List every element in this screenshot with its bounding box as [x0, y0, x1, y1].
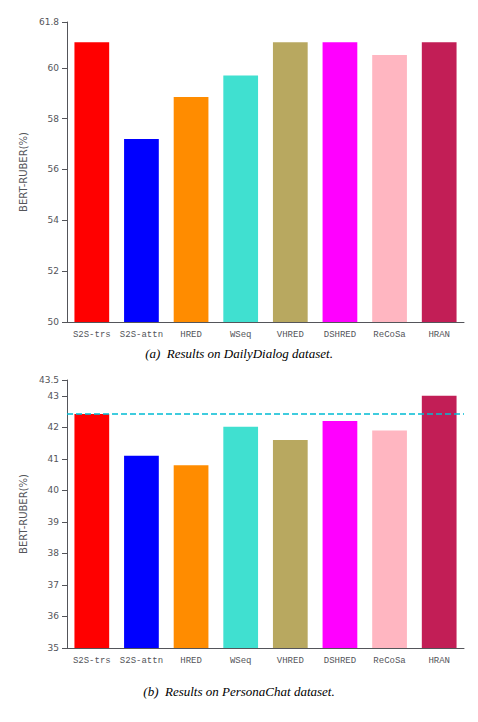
- svg-text:HRED: HRED: [180, 330, 202, 340]
- svg-text:HRAN: HRAN: [428, 656, 450, 666]
- svg-text:S2S-trs: S2S-trs: [73, 330, 111, 340]
- svg-text:BERT-RUBER(%): BERT-RUBER(%): [18, 132, 29, 212]
- svg-text:39: 39: [48, 517, 60, 527]
- svg-text:S2S-attn: S2S-attn: [120, 656, 163, 666]
- svg-text:HRAN: HRAN: [428, 330, 450, 340]
- svg-text:40: 40: [48, 485, 60, 495]
- svg-text:WSeq: WSeq: [230, 656, 252, 666]
- svg-text:37: 37: [48, 580, 59, 590]
- svg-text:41: 41: [48, 454, 59, 464]
- svg-text:DSHRED: DSHRED: [324, 656, 356, 666]
- svg-text:36: 36: [48, 611, 60, 621]
- svg-text:43: 43: [48, 391, 59, 401]
- svg-text:S2S-trs: S2S-trs: [73, 656, 111, 666]
- svg-text:DSHRED: DSHRED: [324, 330, 356, 340]
- svg-text:60: 60: [48, 63, 60, 73]
- svg-text:HRED: HRED: [180, 656, 202, 666]
- svg-text:56: 56: [48, 164, 60, 174]
- svg-text:VHRED: VHRED: [277, 656, 304, 666]
- svg-text:35: 35: [48, 643, 59, 653]
- svg-text:38: 38: [48, 548, 60, 558]
- svg-text:43.5: 43.5: [39, 375, 59, 385]
- svg-text:58: 58: [48, 114, 60, 124]
- svg-text:52: 52: [48, 266, 59, 276]
- svg-text:(a) Results on DailyDialog da: (a) Results on DailyDialog dataset.: [145, 346, 333, 361]
- svg-text:S2S-attn: S2S-attn: [120, 330, 163, 340]
- svg-text:BERT-RUBER(%): BERT-RUBER(%): [18, 474, 29, 554]
- svg-text:ReCoSa: ReCoSa: [373, 656, 406, 666]
- svg-text:50: 50: [48, 317, 60, 327]
- svg-text:(b) Results on PersonaChat da: (b) Results on PersonaChat dataset.: [143, 684, 334, 699]
- svg-text:ReCoSa: ReCoSa: [373, 330, 406, 340]
- svg-text:54: 54: [48, 215, 60, 225]
- svg-text:42: 42: [48, 422, 59, 432]
- svg-text:VHRED: VHRED: [277, 330, 304, 340]
- svg-text:WSeq: WSeq: [230, 330, 252, 340]
- svg-text:61.8: 61.8: [39, 17, 59, 27]
